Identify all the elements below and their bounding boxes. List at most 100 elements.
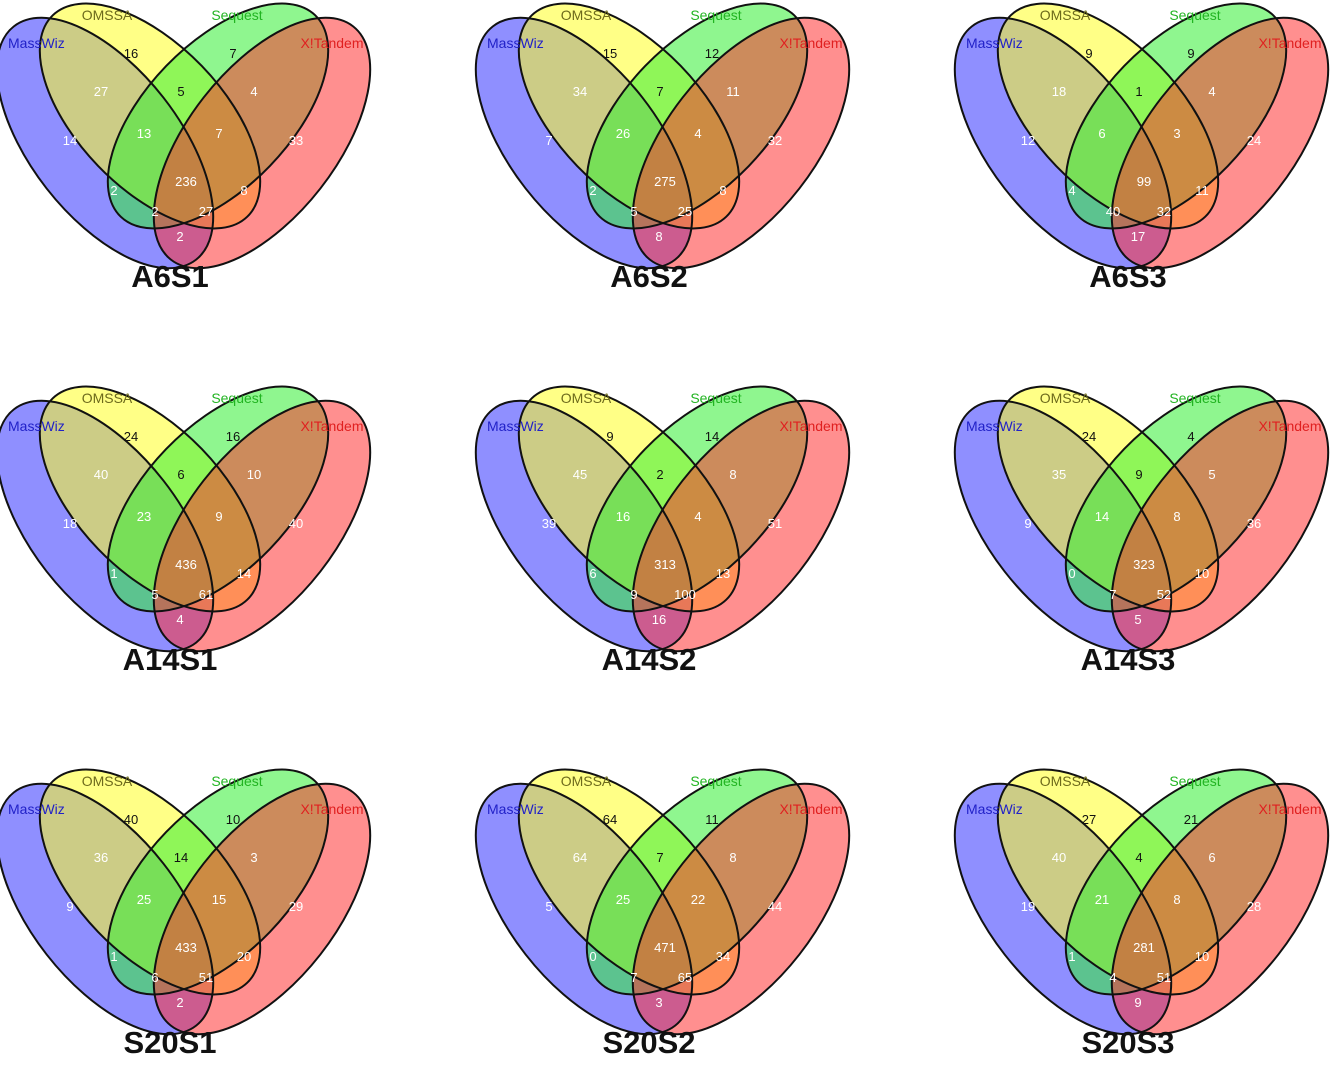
region-count-o: 24 bbox=[1082, 429, 1096, 444]
set-xtandem-outline bbox=[152, 16, 372, 270]
set-label-xtandem: X!Tandem bbox=[779, 418, 842, 434]
venn-panel-a14s1: MassWiz OMSSA Sequest X!Tandem 18 24 16 40 40 6 10… bbox=[0, 385, 372, 687]
region-count-msx: 40 bbox=[1106, 204, 1120, 219]
region-count-msx: 7 bbox=[630, 970, 637, 985]
region-count-mosx: 99 bbox=[1137, 174, 1151, 189]
set-sequest-outline bbox=[106, 2, 330, 230]
set-label-omssa: OMSSA bbox=[561, 7, 612, 23]
region-count-m: 7 bbox=[545, 133, 552, 148]
region-count-msx: 2 bbox=[151, 204, 158, 219]
region-count-mox: 52 bbox=[1157, 587, 1171, 602]
region-count-s: 9 bbox=[1187, 46, 1194, 61]
region-count-mox: 27 bbox=[199, 204, 213, 219]
region-count-o: 16 bbox=[124, 46, 138, 61]
region-count-m: 9 bbox=[1024, 516, 1031, 531]
set-masswiz-outline bbox=[953, 16, 1173, 270]
set-xtandem-outline bbox=[152, 399, 372, 653]
set-label-xtandem: X!Tandem bbox=[300, 801, 363, 817]
set-xtandem-ellipse bbox=[153, 17, 371, 269]
set-label-masswiz: MassWiz bbox=[966, 35, 1023, 51]
region-count-sx: 6 bbox=[1208, 850, 1215, 865]
region-count-m: 9 bbox=[66, 899, 73, 914]
region-count-o: 24 bbox=[124, 429, 138, 444]
set-xtandem-ellipse bbox=[632, 17, 850, 269]
set-label-masswiz: MassWiz bbox=[487, 801, 544, 817]
region-count-osx: 8 bbox=[1173, 509, 1180, 524]
set-label-sequest: Sequest bbox=[1169, 773, 1220, 789]
region-count-mx: 2 bbox=[176, 995, 183, 1010]
region-count-o: 9 bbox=[606, 429, 613, 444]
region-count-mx: 5 bbox=[1134, 612, 1141, 627]
region-count-sx: 4 bbox=[250, 84, 257, 99]
set-label-xtandem: X!Tandem bbox=[779, 801, 842, 817]
set-label-sequest: Sequest bbox=[1169, 7, 1220, 23]
region-count-o: 27 bbox=[1082, 812, 1096, 827]
set-xtandem-ellipse bbox=[632, 783, 850, 1035]
region-count-mos: 25 bbox=[137, 892, 151, 907]
region-count-msx: 4 bbox=[1109, 970, 1116, 985]
set-xtandem-outline bbox=[631, 782, 851, 1036]
region-count-mx: 2 bbox=[176, 229, 183, 244]
region-count-mx: 4 bbox=[176, 612, 183, 627]
region-count-ms: 0 bbox=[1068, 566, 1075, 581]
region-count-s: 10 bbox=[226, 812, 240, 827]
region-count-mos: 6 bbox=[1098, 126, 1105, 141]
region-count-mox: 65 bbox=[678, 970, 692, 985]
region-count-sx: 11 bbox=[726, 84, 740, 99]
set-label-omssa: OMSSA bbox=[1040, 390, 1091, 406]
region-count-mx: 9 bbox=[1134, 995, 1141, 1010]
venn-panel-a14s2: MassWiz OMSSA Sequest X!Tandem 39 9 14 51 45 2 8 6 1… bbox=[474, 385, 851, 687]
region-count-s: 11 bbox=[705, 812, 719, 827]
set-xtandem-outline bbox=[1110, 16, 1330, 270]
region-count-mx: 8 bbox=[655, 229, 662, 244]
venn-panel-s20s1: MassWiz OMSSA Sequest X!Tandem 9 40 10 29 36 14 3 1… bbox=[0, 768, 372, 1070]
region-count-s: 12 bbox=[705, 46, 719, 61]
region-count-msx: 5 bbox=[630, 204, 637, 219]
region-count-x: 44 bbox=[768, 899, 782, 914]
region-count-ox: 8 bbox=[719, 183, 726, 198]
region-count-ox: 10 bbox=[1195, 949, 1209, 964]
set-xtandem-ellipse bbox=[1111, 400, 1329, 652]
region-count-mo: 40 bbox=[1052, 850, 1066, 865]
venn-diagram-a14s3: MassWiz OMSSA Sequest X!Tandem 9 24 4 36 35 9 5 0 10… bbox=[953, 385, 1330, 653]
region-count-ox: 34 bbox=[716, 949, 730, 964]
panel-title: A6S1 bbox=[131, 259, 209, 294]
set-xtandem-ellipse bbox=[1111, 783, 1329, 1035]
region-count-m: 18 bbox=[63, 516, 77, 531]
region-count-m: 19 bbox=[1021, 899, 1035, 914]
region-count-mo: 35 bbox=[1052, 467, 1066, 482]
set-masswiz-outline bbox=[0, 16, 215, 270]
region-count-msx: 7 bbox=[1109, 587, 1116, 602]
set-omssa-outline bbox=[517, 768, 741, 996]
venn-diagram-a14s1: MassWiz OMSSA Sequest X!Tandem 18 24 16 40 40 6 10… bbox=[0, 385, 372, 653]
region-count-osx: 9 bbox=[215, 509, 222, 524]
region-count-os: 4 bbox=[1135, 850, 1142, 865]
set-xtandem-outline bbox=[631, 399, 851, 653]
region-count-m: 14 bbox=[63, 133, 77, 148]
region-count-mo: 34 bbox=[573, 84, 587, 99]
region-count-o: 15 bbox=[603, 46, 617, 61]
venn-panel-a6s1: MassWiz OMSSA Sequest X!Tandem 14 16 7 33 27 5 4 2 8… bbox=[0, 2, 372, 304]
region-count-mox: 61 bbox=[199, 587, 213, 602]
set-label-masswiz: MassWiz bbox=[8, 801, 65, 817]
region-count-ms: 0 bbox=[589, 949, 596, 964]
region-count-s: 21 bbox=[1184, 812, 1198, 827]
region-count-mos: 21 bbox=[1095, 892, 1109, 907]
region-count-o: 9 bbox=[1085, 46, 1092, 61]
region-count-sx: 8 bbox=[729, 850, 736, 865]
region-count-ox: 11 bbox=[1195, 183, 1209, 198]
region-count-mox: 25 bbox=[678, 204, 692, 219]
set-omssa-outline bbox=[38, 768, 262, 996]
region-count-osx: 15 bbox=[212, 892, 226, 907]
region-count-mosx: 433 bbox=[175, 940, 197, 955]
region-count-x: 29 bbox=[289, 899, 303, 914]
set-masswiz-outline bbox=[953, 782, 1173, 1036]
set-sequest-outline bbox=[585, 385, 809, 613]
region-count-x: 33 bbox=[289, 133, 303, 148]
region-count-mosx: 471 bbox=[654, 940, 676, 955]
panel-title: S20S3 bbox=[1081, 1025, 1175, 1060]
region-count-s: 16 bbox=[226, 429, 240, 444]
set-xtandem-outline bbox=[631, 16, 851, 270]
